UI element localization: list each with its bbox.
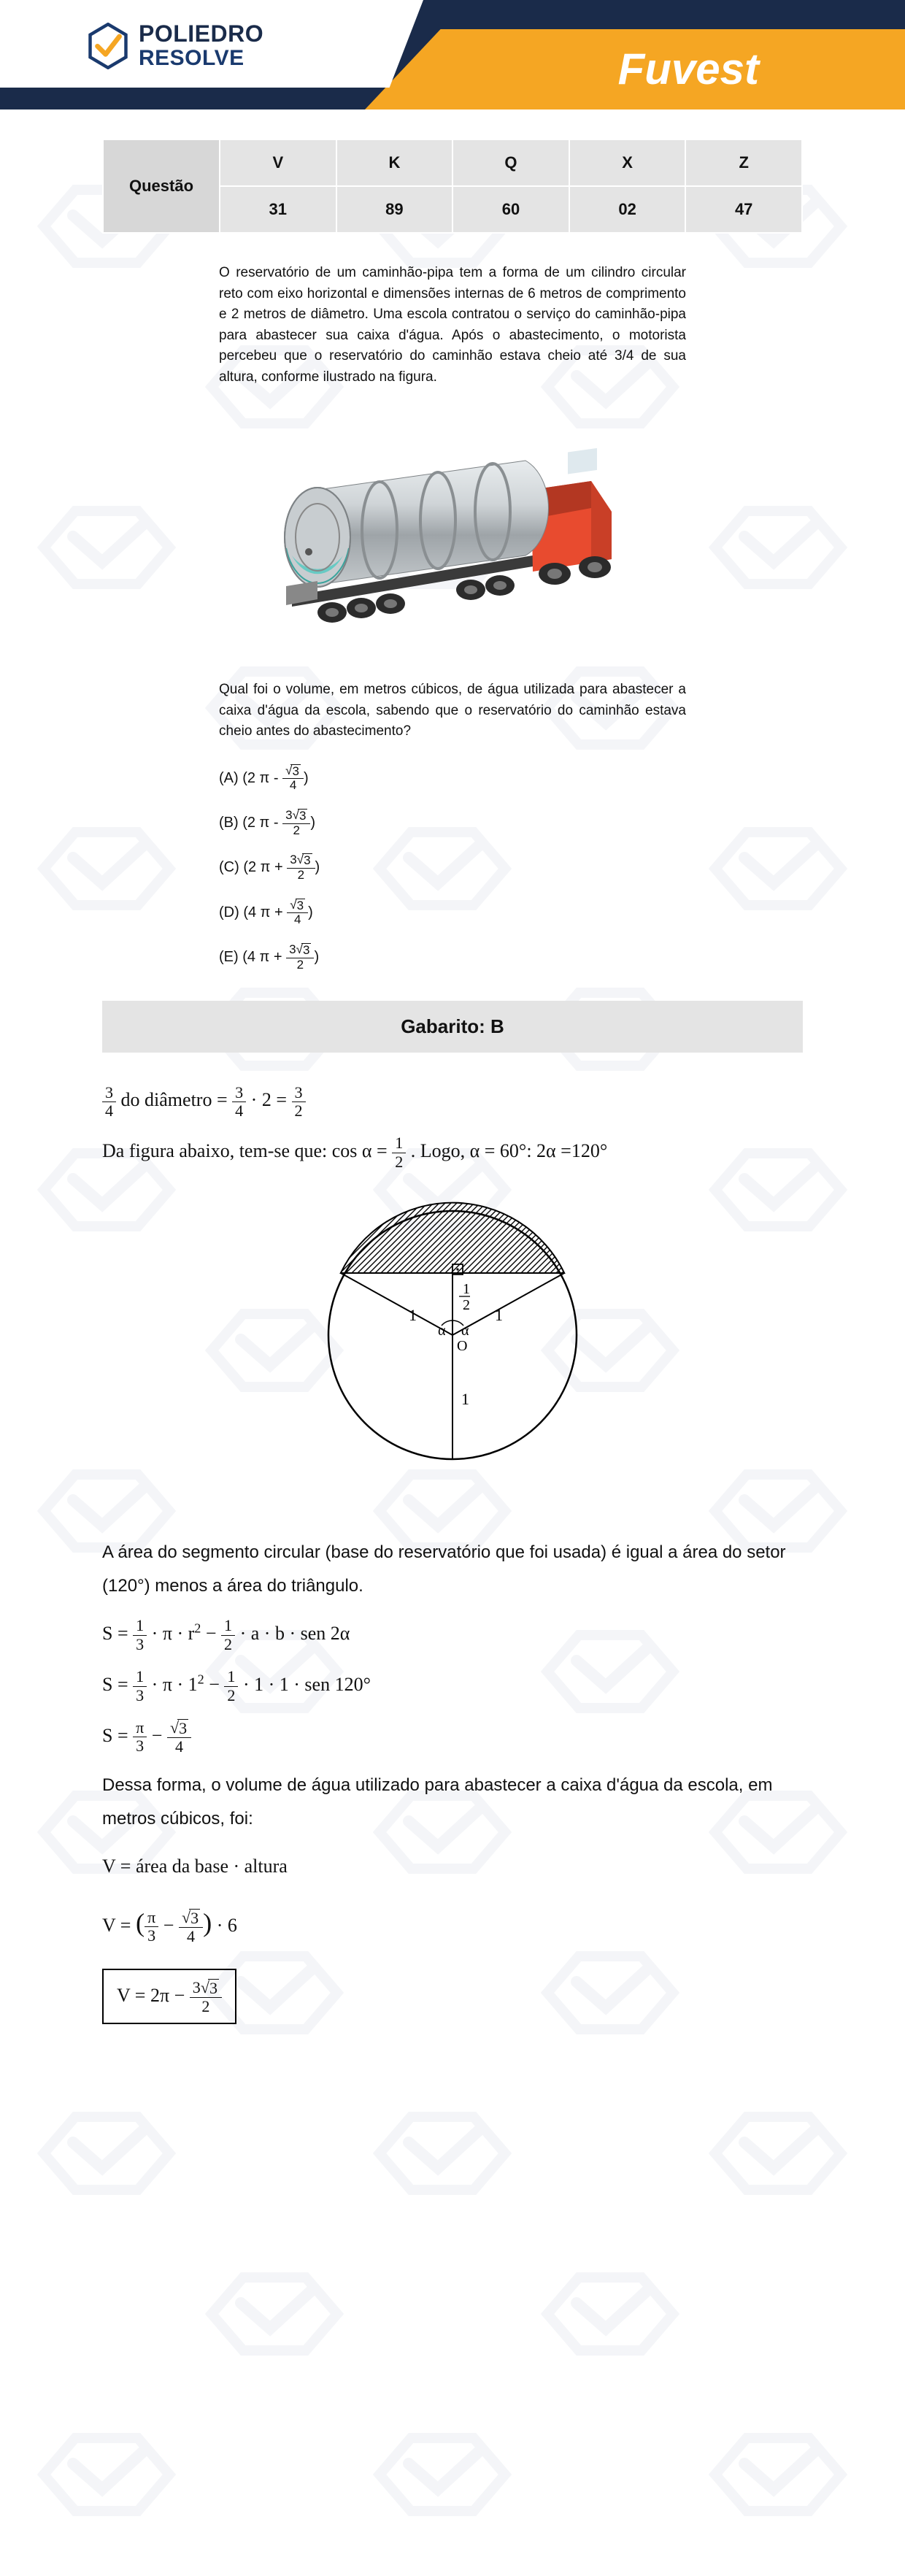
table-rowhead: Questão	[103, 139, 220, 233]
logo-line1: POLIEDRO	[139, 22, 263, 47]
table-col: K	[336, 139, 453, 186]
sol-eqS3: S = π3 − 34	[102, 1718, 803, 1756]
table-val: 89	[336, 186, 453, 233]
svg-text:1: 1	[463, 1281, 470, 1297]
sol-para2: A área do segmento circular (base do res…	[102, 1536, 803, 1602]
alt-b: (B) (2 π - 332)	[219, 809, 686, 837]
sol-eqS2: S = 13 · π · 12 − 12 · 1 · 1 · sen 120°	[102, 1666, 803, 1704]
table-col: Z	[685, 139, 802, 186]
alt-d: (D) (4 π + 34)	[219, 899, 686, 927]
logo-line2: RESOLVE	[139, 47, 263, 70]
answer-key-banner: Gabarito: B	[102, 1001, 803, 1053]
page-header: POLIEDRO RESOLVE Fuvest	[0, 0, 905, 109]
circle-diagram: 1 1 1 1 2 α α O	[299, 1185, 606, 1492]
question-stem-2: Qual foi o volume, em metros cúbicos, de…	[219, 680, 686, 742]
question-stem-1: O reservatório de um caminhão-pipa tem a…	[219, 263, 686, 388]
table-val: 02	[569, 186, 686, 233]
sol-para3: Dessa forma, o volume de água utilizado …	[102, 1769, 803, 1835]
svg-text:O: O	[457, 1338, 467, 1354]
exam-title: Fuvest	[618, 44, 759, 94]
alt-b-text: (B) (2 π - 332)	[219, 809, 315, 837]
alt-e: (E) (4 π + 332)	[219, 943, 686, 972]
radius-label: 1	[409, 1306, 417, 1324]
table-col: X	[569, 139, 686, 186]
alt-a: (A) (2 π - 34)	[219, 764, 686, 793]
svg-text:1: 1	[495, 1306, 503, 1324]
table-val: 47	[685, 186, 802, 233]
alt-e-text: (E) (4 π + 332)	[219, 943, 319, 972]
svg-text:2: 2	[463, 1297, 470, 1313]
alt-c-text: (C) (2 π + 332)	[219, 853, 320, 882]
question-code-table: Questão V K Q X Z 31 89 60 02 47	[102, 139, 803, 234]
alternatives: (A) (2 π - 34) (B) (2 π - 332) (C) (2 π …	[219, 764, 686, 972]
sol-final: V = 2π − 332	[102, 1961, 803, 2024]
logo-hex-icon	[88, 23, 128, 69]
svg-text:1: 1	[461, 1390, 469, 1408]
logo: POLIEDRO RESOLVE	[88, 22, 263, 69]
alt-a-text: (A) (2 π - 34)	[219, 764, 309, 793]
sol-eqS1: S = 13 · π · r2 − 12 · a · b · sen 2α	[102, 1615, 803, 1653]
sol-eqV2: V = (π3 − 34) · 6	[102, 1898, 803, 1948]
solution: 34 do diâmetro = 34 · 2 = 32 Da figura a…	[102, 1082, 803, 2024]
sol-eqV1: V = área da base · altura	[102, 1848, 803, 1884]
table-col: Q	[452, 139, 569, 186]
table-val: 31	[220, 186, 336, 233]
alt-c: (C) (2 π + 332)	[219, 853, 686, 882]
table-val: 60	[452, 186, 569, 233]
table-col: V	[220, 139, 336, 186]
sol-line1: 34 do diâmetro = 34 · 2 = 32	[102, 1082, 803, 1120]
sol-line2: Da figura abaixo, tem-se que: cos α = 12…	[102, 1133, 803, 1171]
truck-figure	[248, 410, 657, 658]
alt-d-text: (D) (4 π + 34)	[219, 899, 313, 927]
